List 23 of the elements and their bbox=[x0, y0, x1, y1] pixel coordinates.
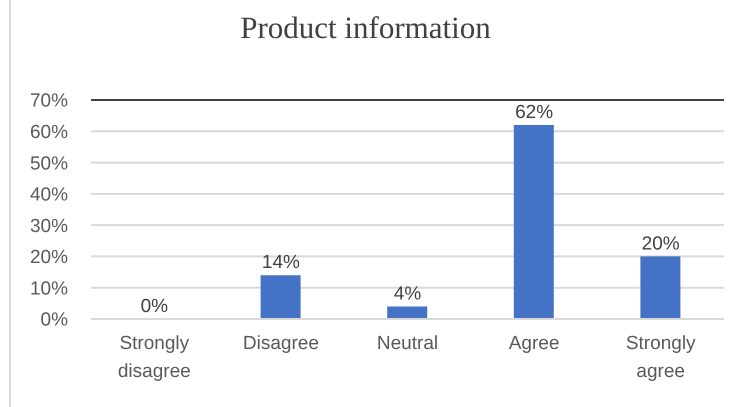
x-tick-label: Strongly disagree bbox=[118, 333, 191, 382]
y-tick-label: 60% bbox=[30, 122, 68, 144]
data-label: 0% bbox=[140, 296, 168, 317]
y-tick-label: 70% bbox=[30, 90, 68, 112]
x-tick-label: Agree bbox=[508, 333, 560, 354]
y-tick-label: 20% bbox=[30, 247, 68, 268]
y-tick-label: 0% bbox=[40, 310, 68, 331]
data-label: 62% bbox=[515, 102, 554, 124]
bar bbox=[640, 256, 680, 319]
data-label: 4% bbox=[394, 283, 422, 304]
y-tick-label: 40% bbox=[30, 184, 68, 206]
y-tick-label: 30% bbox=[30, 216, 68, 237]
x-tick-label: Disagree bbox=[242, 333, 319, 354]
bar bbox=[260, 275, 301, 319]
y-tick-label: 50% bbox=[30, 153, 68, 174]
data-label: 20% bbox=[642, 233, 680, 254]
x-tick-label: Neutral bbox=[376, 333, 438, 354]
bar bbox=[387, 306, 428, 319]
chart-title: Product information bbox=[239, 10, 492, 46]
bar bbox=[514, 125, 554, 319]
data-label: 14% bbox=[262, 252, 300, 274]
y-tick-label: 10% bbox=[30, 278, 68, 300]
x-tick-label: Strongly agree bbox=[626, 333, 696, 382]
